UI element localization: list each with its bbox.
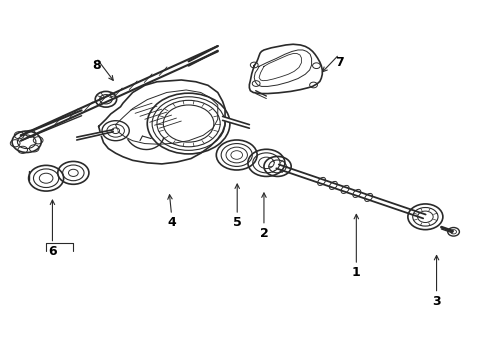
Text: 2: 2 [259, 227, 268, 240]
Text: 7: 7 [334, 55, 343, 69]
Text: 4: 4 [167, 216, 176, 229]
Text: 6: 6 [48, 245, 57, 258]
Text: 5: 5 [232, 216, 241, 229]
Text: 1: 1 [351, 266, 360, 279]
Polygon shape [99, 80, 224, 164]
Polygon shape [249, 44, 322, 94]
Text: 3: 3 [431, 295, 440, 308]
Text: 8: 8 [92, 59, 101, 72]
